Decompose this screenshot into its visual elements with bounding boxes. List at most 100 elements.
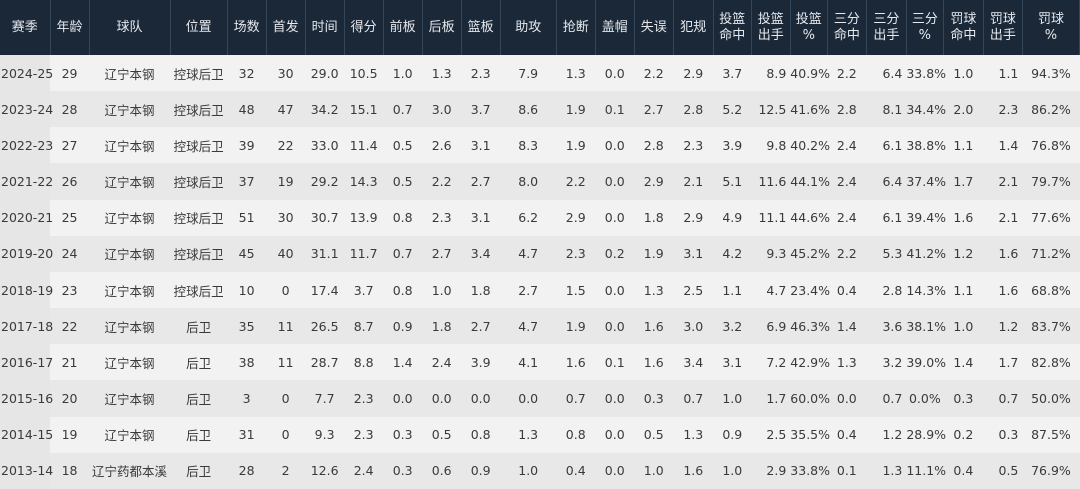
column-header-three-made[interactable]: 三分 命中 [827,0,867,55]
column-header-turnovers[interactable]: 失误 [634,0,674,55]
column-header-steals[interactable]: 抢断 [556,0,596,55]
cell-minutes: 7.7 [305,380,345,417]
cell-assists: 4.7 [500,235,557,272]
cell-three-made: 1.3 [827,344,867,381]
column-header-fg-pct[interactable]: 投篮 % [790,0,828,55]
column-header-team[interactable]: 球队 [89,0,171,55]
cell-three-made: 0.1 [827,452,867,489]
table-row: 2014-15 19 辽宁本钢 后卫 31 0 9.3 2.3 0.3 0.5 0.8 1.3 0.8 0… [0,416,1080,453]
cell-steals: 1.9 [556,308,596,345]
cell-three-pct: 39.4% [906,199,946,236]
column-header-three-pct[interactable]: 三分 % [906,0,944,55]
cell-defensive-rebounds: 2.3 [422,199,462,236]
cell-fg-made: 3.2 [713,308,752,345]
cell-ft-made: 1.2 [943,235,984,272]
cell-age: 28 [50,91,90,128]
cell-fouls: 3.1 [673,235,714,272]
column-header-blocks[interactable]: 盖帽 [595,0,635,55]
cell-fg-attempted: 9.8 [751,127,791,164]
cell-fg-attempted: 11.1 [751,199,791,236]
cell-three-pct: 38.8% [906,127,946,164]
cell-games: 35 [227,308,267,345]
cell-fg-attempted: 1.7 [751,380,791,417]
cell-position: 控球后卫 [170,235,228,272]
cell-minutes: 33.0 [305,127,345,164]
cell-offensive-rebounds: 0.3 [383,416,423,453]
cell-season: 2013-14 [0,452,53,489]
column-header-defensive-rebounds[interactable]: 后板 [422,0,462,55]
cell-season: 2020-21 [0,199,53,236]
cell-team: 辽宁药都本溪 [89,452,171,489]
cell-three-attempted: 1.3 [866,452,907,489]
cell-fg-pct: 45.2% [790,235,830,272]
cell-ft-made: 1.1 [943,127,984,164]
column-header-three-attempted[interactable]: 三分 出手 [866,0,907,55]
table-row: 2013-14 18 辽宁药都本溪 后卫 28 2 12.6 2.4 0.3 0.6 0.9 1.0 0… [0,452,1080,489]
cell-team: 辽宁本钢 [89,91,171,128]
column-header-minutes[interactable]: 时间 [305,0,345,55]
cell-steals: 2.9 [556,199,596,236]
column-header-ft-pct[interactable]: 罚球 % [1022,0,1080,55]
cell-rebounds: 3.1 [461,127,501,164]
cell-turnovers: 1.6 [634,308,674,345]
cell-three-made: 0.0 [827,380,867,417]
cell-fouls: 1.6 [673,452,714,489]
column-header-season[interactable]: 赛季 [0,0,51,55]
cell-three-made: 0.4 [827,416,867,453]
cell-turnovers: 0.5 [634,416,674,453]
cell-points: 10.5 [344,55,384,92]
column-header-offensive-rebounds[interactable]: 前板 [383,0,423,55]
cell-three-pct: 14.3% [906,271,946,309]
column-header-starts[interactable]: 首发 [266,0,306,55]
column-header-ft-made[interactable]: 罚球 命中 [943,0,984,55]
column-header-ft-attempted[interactable]: 罚球 出手 [983,0,1023,55]
cell-fouls: 0.7 [673,380,714,417]
cell-age: 19 [50,416,90,453]
cell-team: 辽宁本钢 [89,308,171,345]
column-header-fg-attempted[interactable]: 投篮 出手 [751,0,791,55]
cell-team: 辽宁本钢 [89,416,171,453]
cell-age: 21 [50,344,90,381]
cell-steals: 0.7 [556,380,596,417]
cell-ft-attempted: 1.6 [983,235,1023,272]
cell-fouls: 2.9 [673,199,714,236]
cell-offensive-rebounds: 0.8 [383,271,423,309]
cell-ft-made: 1.1 [943,271,984,309]
cell-three-pct: 34.4% [906,91,946,128]
cell-ft-pct: 86.2% [1022,91,1080,128]
cell-turnovers: 2.2 [634,55,674,92]
cell-fouls: 2.8 [673,91,714,128]
cell-blocks: 0.2 [595,235,635,272]
cell-fg-made: 4.9 [713,199,752,236]
cell-points: 13.9 [344,199,384,236]
column-header-age[interactable]: 年龄 [50,0,90,55]
column-header-fg-made[interactable]: 投篮 命中 [713,0,752,55]
cell-three-attempted: 6.4 [866,163,907,200]
cell-blocks: 0.0 [595,271,635,309]
cell-position: 控球后卫 [170,55,228,92]
cell-fg-attempted: 8.9 [751,55,791,92]
cell-three-made: 2.4 [827,199,867,236]
cell-position: 控球后卫 [170,199,228,236]
column-header-points[interactable]: 得分 [344,0,384,55]
column-header-assists[interactable]: 助攻 [500,0,557,55]
cell-ft-pct: 50.0% [1022,380,1080,417]
cell-three-pct: 0.0% [906,380,944,417]
cell-fg-made: 1.0 [713,452,752,489]
cell-ft-made: 1.6 [943,199,984,236]
cell-three-made: 2.4 [827,127,867,164]
column-header-rebounds[interactable]: 篮板 [461,0,501,55]
cell-team: 辽宁本钢 [89,380,171,417]
column-header-games[interactable]: 场数 [227,0,267,55]
table-row: 2023-24 28 辽宁本钢 控球后卫 48 47 34.2 15.1 0.7 3.0 3.7 8.… [0,91,1080,128]
column-header-fouls[interactable]: 犯规 [673,0,714,55]
cell-minutes: 34.2 [305,91,345,128]
column-header-position[interactable]: 位置 [170,0,228,55]
table-row: 2022-23 27 辽宁本钢 控球后卫 39 22 33.0 11.4 0.5 2.6 3.1 8.… [0,127,1080,164]
cell-fg-attempted: 7.2 [751,344,791,381]
cell-ft-pct: 76.9% [1022,452,1080,489]
cell-three-attempted: 5.3 [866,235,907,272]
cell-age: 22 [50,308,90,345]
cell-three-pct: 28.9% [906,416,946,453]
cell-defensive-rebounds: 2.7 [422,235,462,272]
